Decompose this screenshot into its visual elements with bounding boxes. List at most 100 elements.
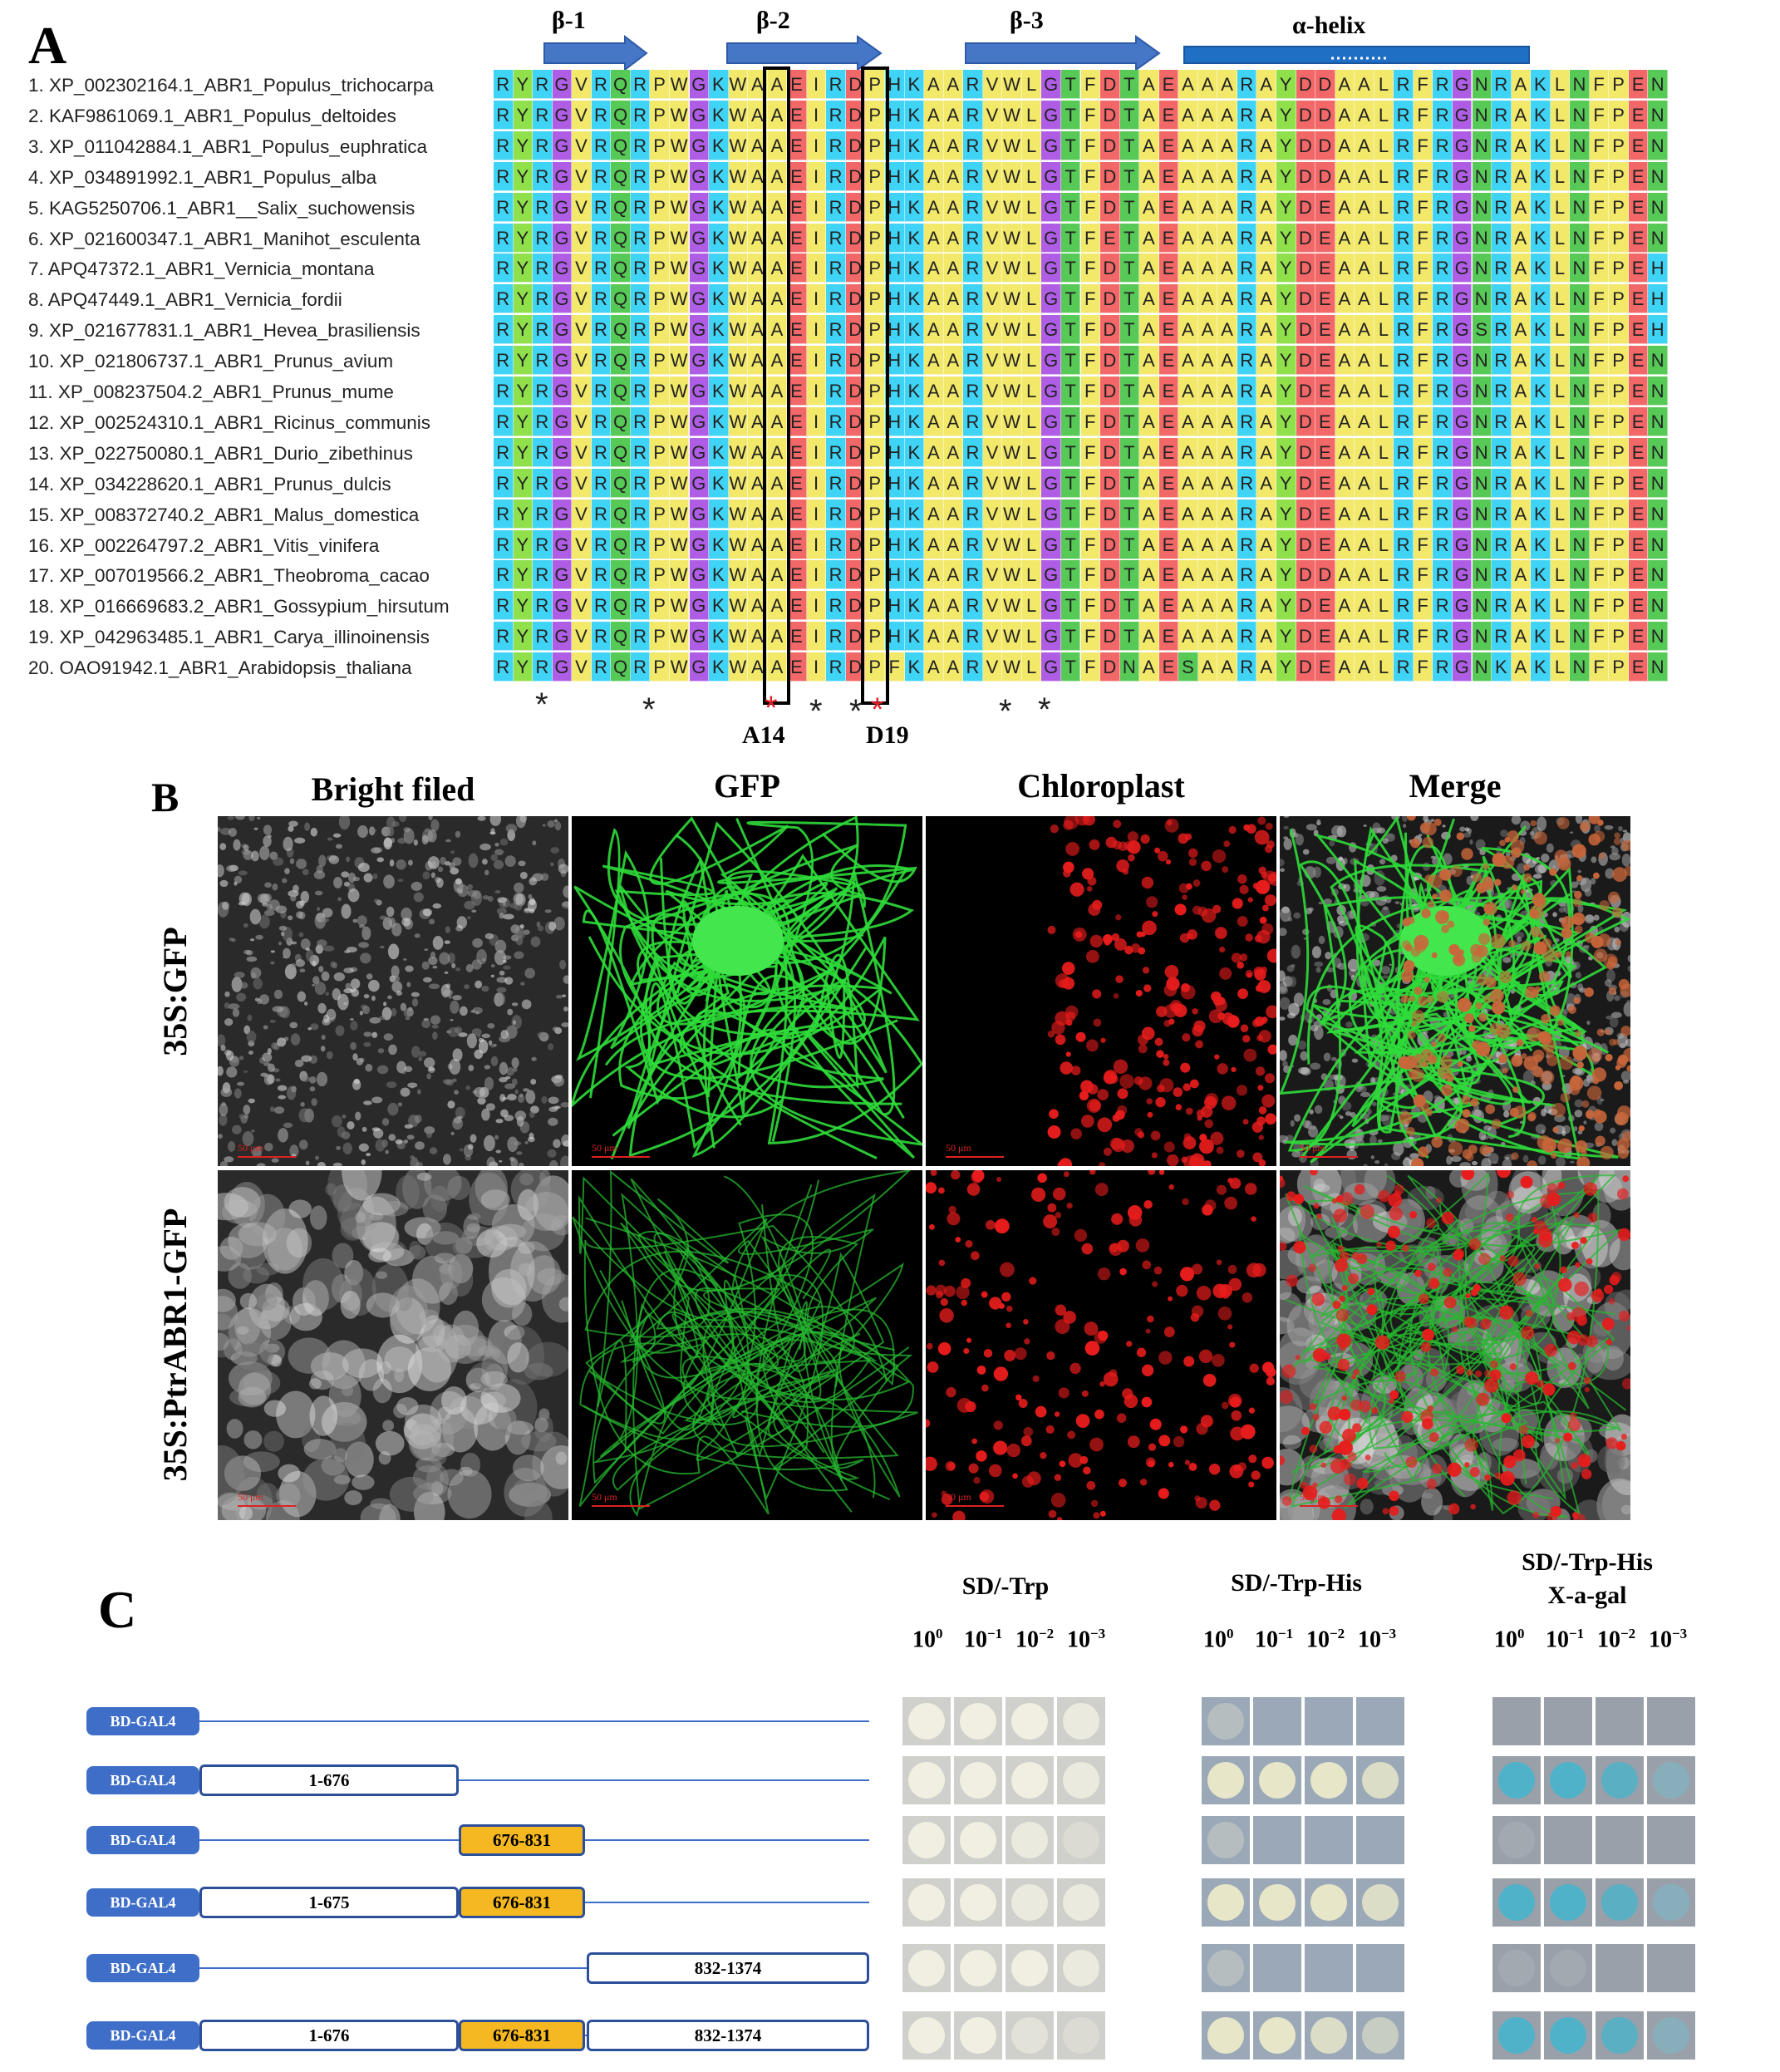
residue-cell: L [1021, 346, 1042, 376]
conservation-star: * [809, 693, 823, 730]
residue-cell: A [1511, 437, 1532, 467]
residue-cell: D [845, 192, 866, 222]
residue-cell: R [963, 253, 983, 283]
residue-cell: Y [513, 560, 534, 590]
residue-cell: R [1433, 529, 1453, 559]
residue-cell: A [1217, 315, 1237, 345]
residue-cell: R [826, 253, 846, 283]
residue-cell: Q [611, 346, 631, 376]
residue-cell: R [533, 70, 553, 99]
residue-cell: Y [513, 70, 534, 99]
residue-cell: E [1315, 406, 1335, 436]
col-chloroplast: Chloroplast [1017, 767, 1185, 805]
micrograph-chloro-row1: 50 μm [926, 816, 1276, 1166]
colony [1550, 1950, 1586, 1986]
residue-cell: Q [611, 560, 631, 590]
residue-cell: N [1648, 192, 1668, 222]
sequence-name: 2. KAF9861069.1_ABR1_Populus_deltoides [28, 105, 396, 126]
residue-cell: A [943, 591, 964, 621]
residue-cell: Q [611, 468, 631, 498]
residue-cell: K [1531, 315, 1551, 345]
residue-cell: R [630, 499, 651, 529]
residue-cell: W [669, 468, 690, 498]
residue-cell: Y [513, 591, 534, 621]
residue-cell: F [1589, 253, 1610, 283]
residue-cell: A [1197, 346, 1218, 376]
residue-cell: F [1589, 192, 1610, 222]
residue-cell: R [494, 560, 514, 590]
residue-cell: N [1570, 529, 1590, 559]
residue-cell: A [748, 161, 768, 191]
residue-cell: G [1041, 315, 1061, 345]
residue-cell: R [1433, 499, 1453, 529]
residue-cell: E [1628, 499, 1649, 529]
residue-cell: P [1609, 130, 1629, 160]
yeast-spot [1057, 1697, 1105, 1745]
bd-gal4-domain: BD-GAL4 [86, 2021, 199, 2050]
residue-cell: G [689, 529, 709, 559]
residue-cell: T [1119, 406, 1140, 436]
residue-cell: K [709, 622, 729, 652]
residue-cell: A [1178, 161, 1198, 191]
residue-cell: W [669, 406, 690, 436]
residue-cell: D [1100, 192, 1120, 222]
residue-cell: V [572, 591, 592, 621]
residue-cell: T [1119, 560, 1140, 590]
residue-cell: K [904, 437, 925, 467]
residue-cell: A [1217, 130, 1237, 160]
colony [1601, 2017, 1638, 2054]
residue-cell: Q [611, 284, 631, 314]
residue-cell: W [669, 100, 690, 130]
residue-cell: G [689, 560, 709, 590]
residue-cell: G [552, 161, 573, 191]
residue-cell: F [1413, 253, 1433, 283]
residue-cell: R [963, 560, 983, 590]
residue-cell: R [591, 346, 612, 376]
residue-cell: A [1256, 652, 1276, 682]
residue-cell: F [1413, 591, 1433, 621]
residue-cell: Y [1276, 529, 1296, 559]
residue-cell: P [865, 560, 885, 590]
residue-cell: R [826, 161, 846, 191]
residue-cell: A [1197, 130, 1218, 160]
residue-cell: A [1355, 622, 1374, 652]
residue-cell: A [1355, 406, 1374, 436]
residue-cell: A [1335, 70, 1355, 99]
residue-cell: Y [1276, 223, 1296, 253]
residue-cell: K [904, 161, 925, 191]
residue-cell: T [1060, 499, 1081, 529]
residue-cell: A [1355, 560, 1374, 590]
residue-cell: D [1100, 315, 1120, 345]
residue-cell: P [650, 161, 670, 191]
residue-cell: A [943, 346, 964, 376]
residue-cell: T [1119, 192, 1140, 222]
residue-cell: A [1178, 223, 1198, 253]
residue-cell: L [1550, 622, 1571, 652]
residue-cell: P [650, 652, 670, 682]
residue-cell: P [1609, 100, 1629, 130]
residue-cell: E [1158, 346, 1179, 376]
conservation-star: * [535, 687, 548, 723]
residue-cell: A [767, 161, 788, 191]
residue-cell: I [806, 100, 827, 130]
residue-cell: D [1100, 100, 1120, 130]
residue-cell: P [865, 437, 885, 467]
residue-cell: A [1355, 499, 1374, 529]
colony [1207, 1762, 1244, 1799]
residue-cell: Y [513, 622, 534, 652]
residue-cell: A [1197, 560, 1218, 590]
residue-cell: P [1609, 437, 1629, 467]
residue-cell: K [904, 468, 925, 498]
residue-cell: L [1374, 100, 1394, 130]
residue-cell: R [630, 622, 651, 652]
residue-cell: E [787, 70, 807, 99]
beta3-label: β-3 [1010, 7, 1044, 34]
colony [1207, 1950, 1244, 1986]
residue-cell: Y [513, 223, 534, 253]
residue-cell: H [885, 346, 905, 376]
residue-cell: P [865, 100, 885, 130]
dilution-label: 10−3 [1649, 1626, 1688, 1653]
residue-cell: P [650, 100, 670, 130]
residue-cell: F [1080, 591, 1100, 621]
residue-cell: Q [611, 591, 631, 621]
